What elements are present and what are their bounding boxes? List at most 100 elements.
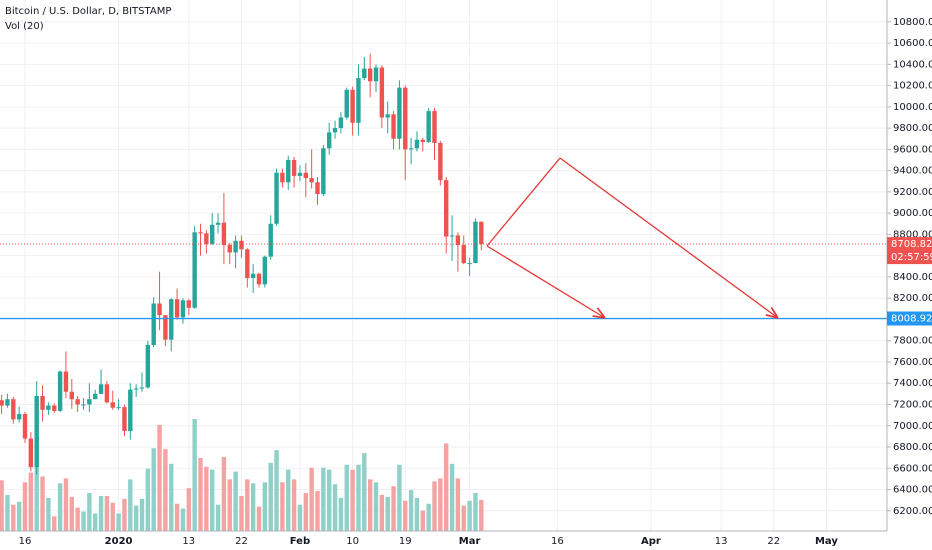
candle-body xyxy=(46,405,51,410)
y-tick-label: 10600.00 xyxy=(893,38,932,49)
y-tick-label: 8200.00 xyxy=(893,293,932,304)
y-tick-label: 9200.00 xyxy=(893,187,932,198)
volume-bar xyxy=(93,513,98,531)
y-tick-label: 7800.00 xyxy=(893,336,932,347)
candle-body xyxy=(309,178,314,183)
volume-bar xyxy=(467,500,472,531)
volume-bar xyxy=(63,478,69,531)
candle-body xyxy=(245,249,250,278)
y-tick-label: 6600.00 xyxy=(893,463,932,474)
y-tick-label: 9000.00 xyxy=(893,208,932,219)
candle-body xyxy=(379,67,385,118)
y-tick-label: 8400.00 xyxy=(893,272,932,283)
candle-body xyxy=(438,142,443,181)
x-tick-label: 22 xyxy=(767,536,780,547)
volume-bar xyxy=(239,495,244,531)
support-label: 8008.92 xyxy=(891,314,932,325)
volume-bar xyxy=(0,480,4,531)
candle-body xyxy=(350,89,355,123)
volume-bar xyxy=(22,482,28,531)
candle-body xyxy=(180,300,186,318)
candle-body xyxy=(262,256,268,285)
volume-bar xyxy=(215,504,221,531)
volume-bar xyxy=(367,479,373,531)
y-tick-label: 7200.00 xyxy=(893,399,932,410)
candle-body xyxy=(163,315,168,340)
volume-bar xyxy=(245,479,250,531)
volume-bar xyxy=(250,483,256,531)
volume-bar xyxy=(303,493,308,531)
candle-body xyxy=(286,159,291,183)
x-tick-label: Apr xyxy=(641,536,661,547)
candle-body xyxy=(467,263,472,265)
volume-bar xyxy=(157,424,162,531)
volume-bar xyxy=(28,472,34,531)
volume-bar xyxy=(321,467,326,531)
candle-body xyxy=(151,303,156,345)
volume-bar xyxy=(455,478,461,531)
candles xyxy=(0,53,484,475)
volume-pane xyxy=(0,419,484,531)
price-axis-bg xyxy=(887,0,932,550)
volume-bar xyxy=(204,466,209,531)
volume-bar xyxy=(444,443,449,531)
volume-bar xyxy=(286,469,291,531)
volume-bar xyxy=(116,513,121,531)
volume-bar xyxy=(174,503,180,531)
volume-bar xyxy=(87,493,92,531)
x-tick-label: 2020 xyxy=(105,536,133,547)
volume-bar xyxy=(391,486,396,531)
x-tick-label: 19 xyxy=(399,536,412,547)
y-tick-label: 10800.00 xyxy=(893,17,932,28)
time-axis-bg xyxy=(0,531,887,550)
volume-label: Vol (20) xyxy=(5,21,44,32)
axes: 6200.00 6400.00 6600.00 6800.00 7000.00 7200.… xyxy=(19,17,932,547)
candle-body xyxy=(449,235,455,237)
volume-bar xyxy=(227,479,232,531)
candle-body xyxy=(408,148,414,150)
candle-body xyxy=(28,438,34,468)
candle-body xyxy=(332,128,338,133)
volume-bar xyxy=(379,494,385,531)
candle-body xyxy=(426,111,431,142)
arrow-up xyxy=(486,157,561,247)
candle-body xyxy=(5,399,10,406)
volume-bar xyxy=(81,511,86,531)
candle-body xyxy=(186,300,191,308)
candle-body xyxy=(169,299,174,340)
candle-body xyxy=(239,240,244,250)
y-tick-label: 6400.00 xyxy=(893,485,932,496)
candle-body xyxy=(250,273,256,278)
x-tick-label: 13 xyxy=(182,536,195,547)
volume-bar xyxy=(139,498,145,531)
x-tick-label: 10 xyxy=(346,536,359,547)
volume-bar xyxy=(356,464,361,531)
candle-body xyxy=(338,117,344,129)
symbol-title: Bitcoin / U.S. Dollar, D, BITSTAMP xyxy=(5,6,171,17)
candle-body xyxy=(414,139,420,149)
volume-bar xyxy=(344,464,349,531)
volume-bar xyxy=(233,471,238,531)
volume-bar xyxy=(362,453,367,531)
volume-bar xyxy=(16,501,22,531)
candle-body xyxy=(227,245,232,253)
candle-body xyxy=(362,68,367,79)
volume-bar xyxy=(40,476,45,531)
y-tick-label: 6800.00 xyxy=(893,442,932,453)
candle-body xyxy=(344,89,349,118)
candle-body xyxy=(291,159,297,176)
volume-bar xyxy=(256,506,262,531)
volume-bar xyxy=(98,495,104,531)
forecast-arrows xyxy=(486,157,778,318)
candle-body xyxy=(256,273,262,285)
countdown-label: 02:57:59 xyxy=(891,252,932,263)
candle-body xyxy=(81,404,86,406)
volume-bar xyxy=(5,494,10,531)
volume-bar xyxy=(69,496,74,531)
volume-bar xyxy=(397,464,402,531)
volume-bar xyxy=(332,484,338,531)
candle-body xyxy=(34,395,39,468)
candle-body xyxy=(75,399,80,405)
candle-body xyxy=(11,399,16,420)
y-tick-label: 8800.00 xyxy=(893,229,932,240)
